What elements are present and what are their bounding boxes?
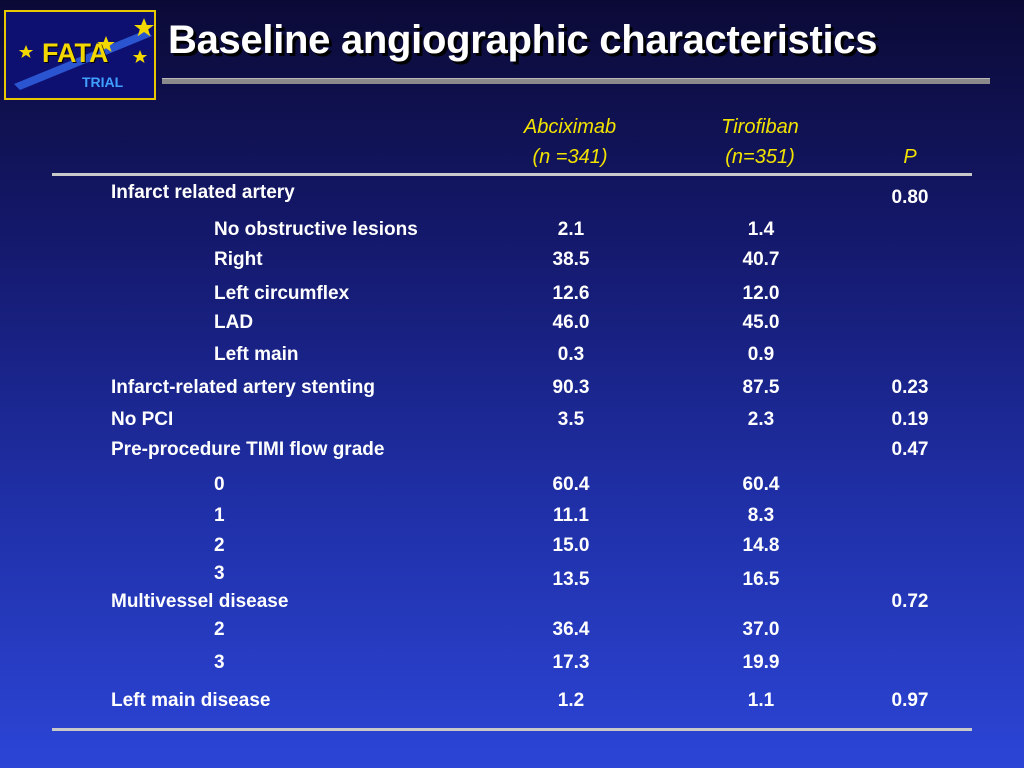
- abciximab-value: 17.3: [552, 652, 590, 673]
- abciximab-value: 11.1: [553, 505, 589, 526]
- tirofiban-value: 45.0: [742, 312, 780, 333]
- tirofiban-value: 1.4: [747, 219, 775, 240]
- column-header-abciximab: Abciximab (n =341): [490, 112, 650, 172]
- row-label: Left circumflex: [214, 283, 350, 304]
- abciximab-value: 3.5: [557, 409, 585, 430]
- tirofiban-value: 12.0: [742, 283, 780, 304]
- row-label: No PCI: [111, 409, 174, 430]
- row-label: Multivessel disease: [111, 591, 289, 612]
- tirofiban-value: 87.5: [742, 377, 780, 398]
- logo-fata-text: FATA: [42, 38, 109, 68]
- tirofiban-value: 14.8: [742, 535, 780, 556]
- row-label: Left main disease: [111, 690, 271, 711]
- row-label: Infarct related artery: [111, 182, 295, 203]
- row-label: 1: [214, 505, 225, 526]
- tirofiban-value: 60.4: [742, 474, 780, 495]
- abciximab-value: 15.0: [552, 535, 590, 556]
- row-label: Right: [214, 249, 263, 270]
- row-label: Infarct-related artery stenting: [111, 377, 375, 398]
- abciximab-value: 13.5: [552, 569, 590, 590]
- row-label: 2: [214, 619, 225, 640]
- tirofiban-value: 0.9: [747, 344, 775, 365]
- p-value: 0.19: [891, 409, 929, 430]
- abciximab-value: 60.4: [552, 474, 590, 495]
- table-bottom-rule: [52, 728, 972, 731]
- abciximab-value: 46.0: [552, 312, 590, 333]
- abciximab-value: 36.4: [552, 619, 590, 640]
- row-label: 3: [214, 652, 225, 673]
- p-value: 0.47: [891, 439, 929, 460]
- p-value: 0.72: [891, 591, 929, 612]
- abciximab-value: 1.2: [557, 690, 585, 711]
- row-label: Left main: [214, 344, 299, 365]
- abciximab-value: 38.5: [552, 249, 590, 270]
- column-header-tirofiban: Tirofiban (n=351): [680, 112, 840, 172]
- star-icon: [134, 18, 154, 37]
- column-header-p: P: [903, 146, 917, 168]
- table-top-rule: [52, 173, 972, 176]
- row-label: 3: [214, 563, 225, 584]
- fata-trial-logo: FATA TRIAL: [4, 10, 156, 100]
- p-value: 0.80: [891, 187, 929, 208]
- logo-graphic: [14, 18, 154, 90]
- title-underline: [162, 78, 990, 84]
- abciximab-value: 12.6: [552, 283, 590, 304]
- tirofiban-value: 2.3: [747, 409, 775, 430]
- column-header-tirofiban-name: Tirofiban: [721, 116, 799, 138]
- tirofiban-value: 16.5: [742, 569, 780, 590]
- tirofiban-value: 37.0: [742, 619, 780, 640]
- column-header-abciximab-name: Abciximab: [523, 116, 617, 138]
- p-value: 0.23: [891, 377, 929, 398]
- row-label: 2: [214, 535, 225, 556]
- star-icon: [97, 36, 115, 52]
- slide-title: Baseline angiographic characteristics: [168, 18, 878, 62]
- column-header-tirofiban-n: (n=351): [725, 146, 795, 168]
- tirofiban-value: 8.3: [747, 505, 775, 526]
- tirofiban-value: 40.7: [742, 249, 780, 270]
- row-label: 0: [214, 474, 225, 495]
- p-value: 0.97: [891, 690, 929, 711]
- star-icon: [132, 50, 148, 63]
- row-label: Pre-procedure TIMI flow grade: [111, 439, 385, 460]
- tirofiban-value: 19.9: [742, 652, 780, 673]
- abciximab-value: 2.1: [557, 219, 585, 240]
- logo-trial-text: TRIAL: [82, 74, 124, 90]
- abciximab-value: 90.3: [552, 377, 590, 398]
- abciximab-value: 0.3: [557, 344, 585, 365]
- column-header-abciximab-n: (n =341): [532, 146, 608, 168]
- star-icon: [18, 45, 34, 58]
- row-label: No obstructive lesions: [214, 219, 418, 240]
- tirofiban-value: 1.1: [747, 690, 775, 711]
- row-label: LAD: [214, 312, 254, 333]
